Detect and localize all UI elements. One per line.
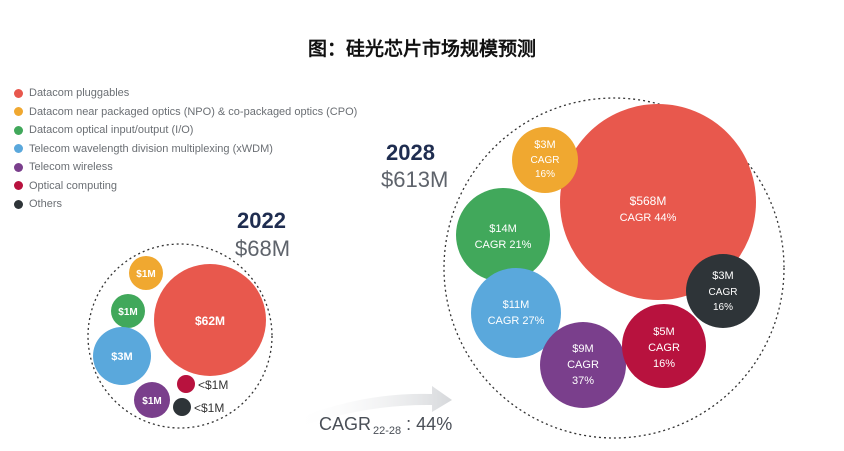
bubble-2028-npo-cpo-rate: 16% (535, 169, 555, 180)
bubble-2028-others (686, 254, 760, 328)
legend-item-xwdm: Telecom wavelength division multiplexing… (14, 140, 357, 159)
bubble-2022-telecom-wireless (134, 382, 170, 418)
bubble-2028-datacom-pluggables (560, 104, 756, 300)
legend-dot-icon (14, 88, 23, 98)
legend: Datacom pluggables Datacom near packaged… (14, 84, 357, 214)
bubble-2028-optical-computing (622, 304, 706, 388)
bubble-2028-optical-io-value: $14M (489, 223, 517, 235)
bubble-2022-others (173, 398, 191, 416)
bubble-2028-telecom-wireless-cagr: CAGR (567, 359, 599, 371)
bubble-2028-telecom-wireless (540, 322, 626, 408)
legend-dot-icon (14, 107, 23, 117)
bubble-2022-npo-cpo (129, 256, 163, 290)
total-2022-label: $68M (235, 236, 291, 261)
legend-item-optical-computing: Optical computing (14, 177, 357, 196)
bubble-2022-optical-io-value: $1M (118, 307, 137, 318)
legend-dot-icon (14, 181, 23, 191)
legend-item-others: Others (14, 195, 357, 214)
total-2028-label: $613M (381, 167, 449, 192)
bubble-2022-optical-computing-value: <$1M (198, 378, 228, 392)
bubble-2022-telecom-wireless-value: $1M (142, 396, 161, 407)
bubble-2028-xwdm-cagr: CAGR 27% (488, 315, 545, 327)
year-2028-label: 2028 (386, 140, 435, 165)
overall-cagr-range: 22-28 (373, 425, 402, 437)
bubble-2022-datacom-pluggables-value: $62M (195, 314, 225, 328)
bubble-2028-npo-cpo-value: $3M (534, 139, 555, 151)
bubble-2022-optical-computing (177, 375, 195, 393)
legend-dot-icon (14, 162, 23, 172)
legend-dot-icon (14, 144, 23, 154)
bubble-2028-datacom-pluggables-value: $568M (630, 194, 667, 208)
cluster-2028-outline (443, 97, 785, 439)
bubble-2022-datacom-pluggables (154, 264, 266, 376)
legend-item-datacom-pluggables: Datacom pluggables (14, 84, 357, 103)
legend-label: Datacom optical input/output (I/O) (29, 124, 194, 137)
bubble-2022-npo-cpo-value: $1M (136, 269, 155, 280)
bubble-2028-telecom-wireless-rate: 37% (572, 375, 594, 387)
legend-label: Telecom wireless (29, 161, 113, 174)
bubble-2028-optical-computing-cagr: CAGR (648, 342, 680, 354)
bubble-2022-xwdm (93, 327, 151, 385)
cluster-2022-outline (87, 243, 273, 429)
bubble-2022-xwdm-value: $3M (111, 351, 132, 363)
legend-item-optical-io: Datacom optical input/output (I/O) (14, 121, 357, 140)
legend-label: Others (29, 198, 63, 211)
bubble-2028-others-value: $3M (712, 270, 733, 282)
legend-label: Datacom pluggables (29, 87, 130, 100)
overall-cagr-value: : 44% (406, 414, 453, 434)
bubble-2028-others-cagr: CAGR (709, 287, 738, 298)
bubble-2028-npo-cpo (512, 127, 578, 193)
bubble-2028-xwdm-value: $11M (503, 299, 530, 311)
bubble-2028-optical-io-cagr: CAGR 21% (475, 239, 532, 251)
bubble-2028-npo-cpo-cagr: CAGR (531, 155, 560, 166)
bubble-2028-others-rate: 16% (713, 302, 733, 313)
bubble-2022-others-value: <$1M (194, 401, 224, 415)
legend-label: Telecom wavelength division multiplexing… (29, 142, 273, 155)
bubbles-2028: $568M CAGR 44% $3M CAGR 16% $14M CAGR 21… (456, 104, 760, 408)
bubble-2028-optical-computing-rate: 16% (653, 358, 675, 370)
overall-cagr-prefix: CAGR (319, 414, 372, 434)
legend-item-telecom-wireless: Telecom wireless (14, 158, 357, 177)
growth-arrow-icon (292, 386, 452, 430)
legend-dot-icon (14, 125, 23, 135)
bubble-2028-xwdm (471, 268, 561, 358)
legend-label: Optical computing (29, 179, 118, 192)
legend-label: Datacom near packaged optics (NPO) & co-… (29, 105, 358, 118)
bubble-2028-optical-io (456, 188, 550, 282)
bubble-2022-optical-io (111, 294, 145, 328)
overall-cagr-label: CAGR 22-28 : 44% (319, 414, 452, 437)
legend-item-npo-cpo: Datacom near packaged optics (NPO) & co-… (14, 103, 357, 122)
bubble-2028-telecom-wireless-value: $9M (572, 343, 593, 355)
legend-dot-icon (14, 199, 23, 209)
bubble-2028-optical-computing-value: $5M (653, 326, 674, 338)
bubbles-2022: $62M $1M $1M $3M $1M <$1M <$1M (93, 256, 266, 418)
bubble-2028-datacom-pluggables-cagr: CAGR 44% (620, 212, 677, 224)
year-2022-label: 2022 (237, 208, 286, 233)
figure-title: 图：硅光芯片市场规模预测 (307, 38, 536, 60)
